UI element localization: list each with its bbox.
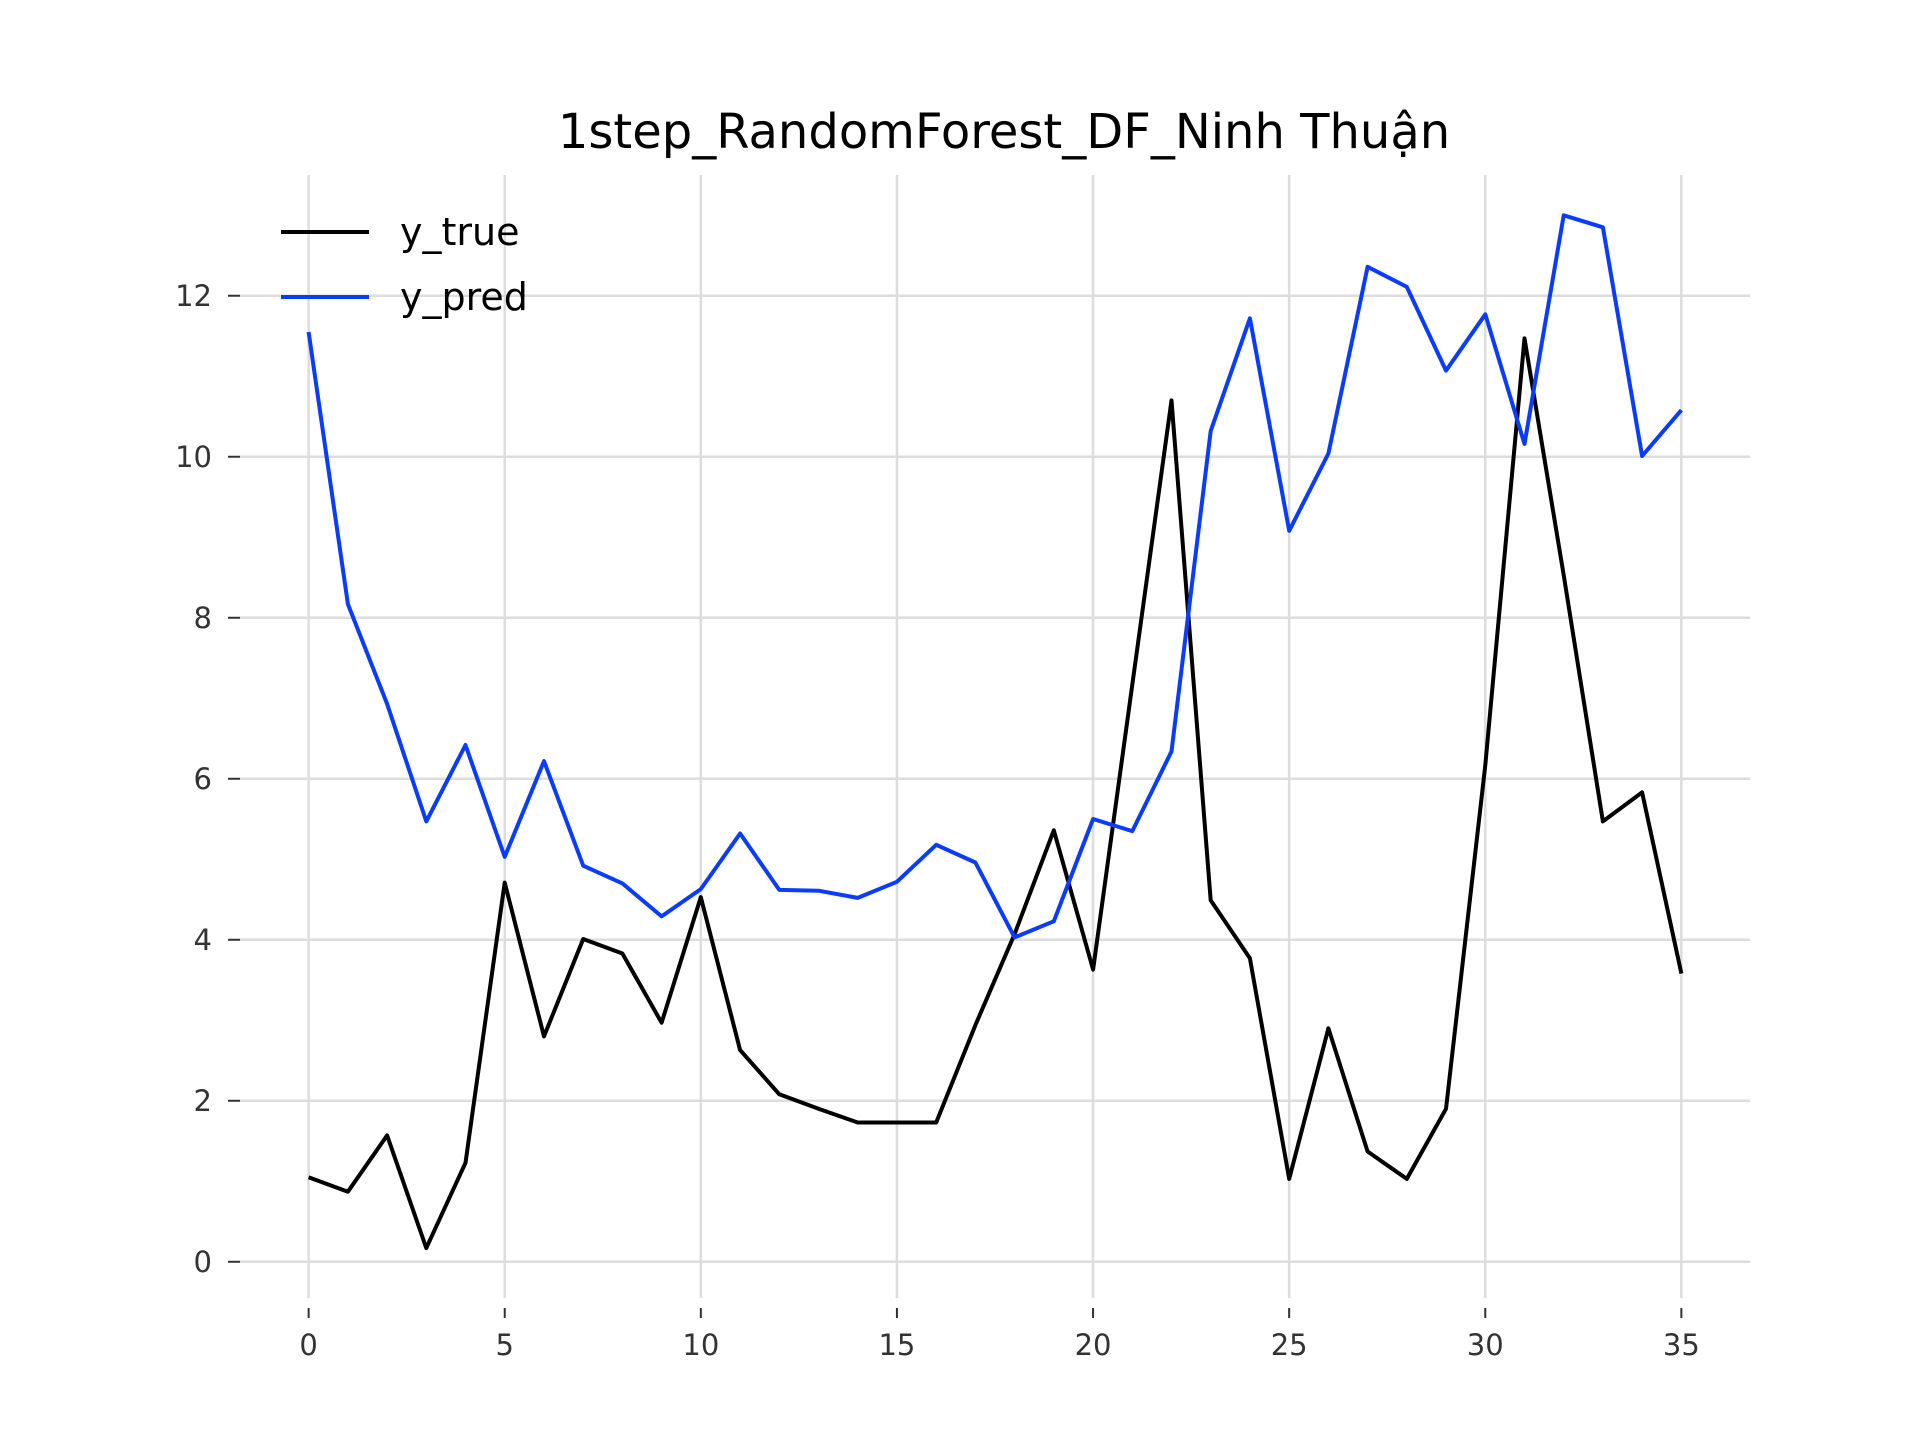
legend-label: y_true bbox=[400, 210, 519, 254]
y-tick-label: 4 bbox=[194, 923, 212, 957]
y-tick-label: 12 bbox=[175, 279, 212, 313]
x-tick-label: 0 bbox=[299, 1328, 317, 1362]
series-line-y-true bbox=[307, 336, 1684, 1251]
x-tick-label: 35 bbox=[1663, 1328, 1700, 1362]
y-tick-label: 2 bbox=[194, 1084, 212, 1118]
y-tick-label: 0 bbox=[194, 1245, 212, 1279]
x-tick-label: 30 bbox=[1467, 1328, 1504, 1362]
x-grid bbox=[307, 175, 1683, 1298]
x-tick-label: 10 bbox=[682, 1328, 719, 1362]
y-axis: 0 2 4 6 8 10 12 bbox=[175, 279, 240, 1279]
y-tick-label: 10 bbox=[175, 440, 212, 474]
legend-label: y_pred bbox=[400, 275, 528, 319]
x-tick-label: 5 bbox=[496, 1328, 514, 1362]
x-tick-label: 25 bbox=[1271, 1328, 1308, 1362]
chart-title: 1step_RandomForest_DF_Ninh Thuận bbox=[558, 104, 1450, 160]
legend: y_true y_pred bbox=[281, 210, 528, 319]
x-tick-label: 20 bbox=[1075, 1328, 1112, 1362]
y-tick-label: 6 bbox=[194, 762, 212, 796]
series-line-y-pred bbox=[306, 213, 1683, 940]
series-layer bbox=[306, 213, 1684, 1251]
y-tick-label: 8 bbox=[194, 601, 212, 635]
x-axis: 0 5 10 15 20 25 30 35 bbox=[299, 1308, 1700, 1362]
x-tick-label: 15 bbox=[878, 1328, 915, 1362]
